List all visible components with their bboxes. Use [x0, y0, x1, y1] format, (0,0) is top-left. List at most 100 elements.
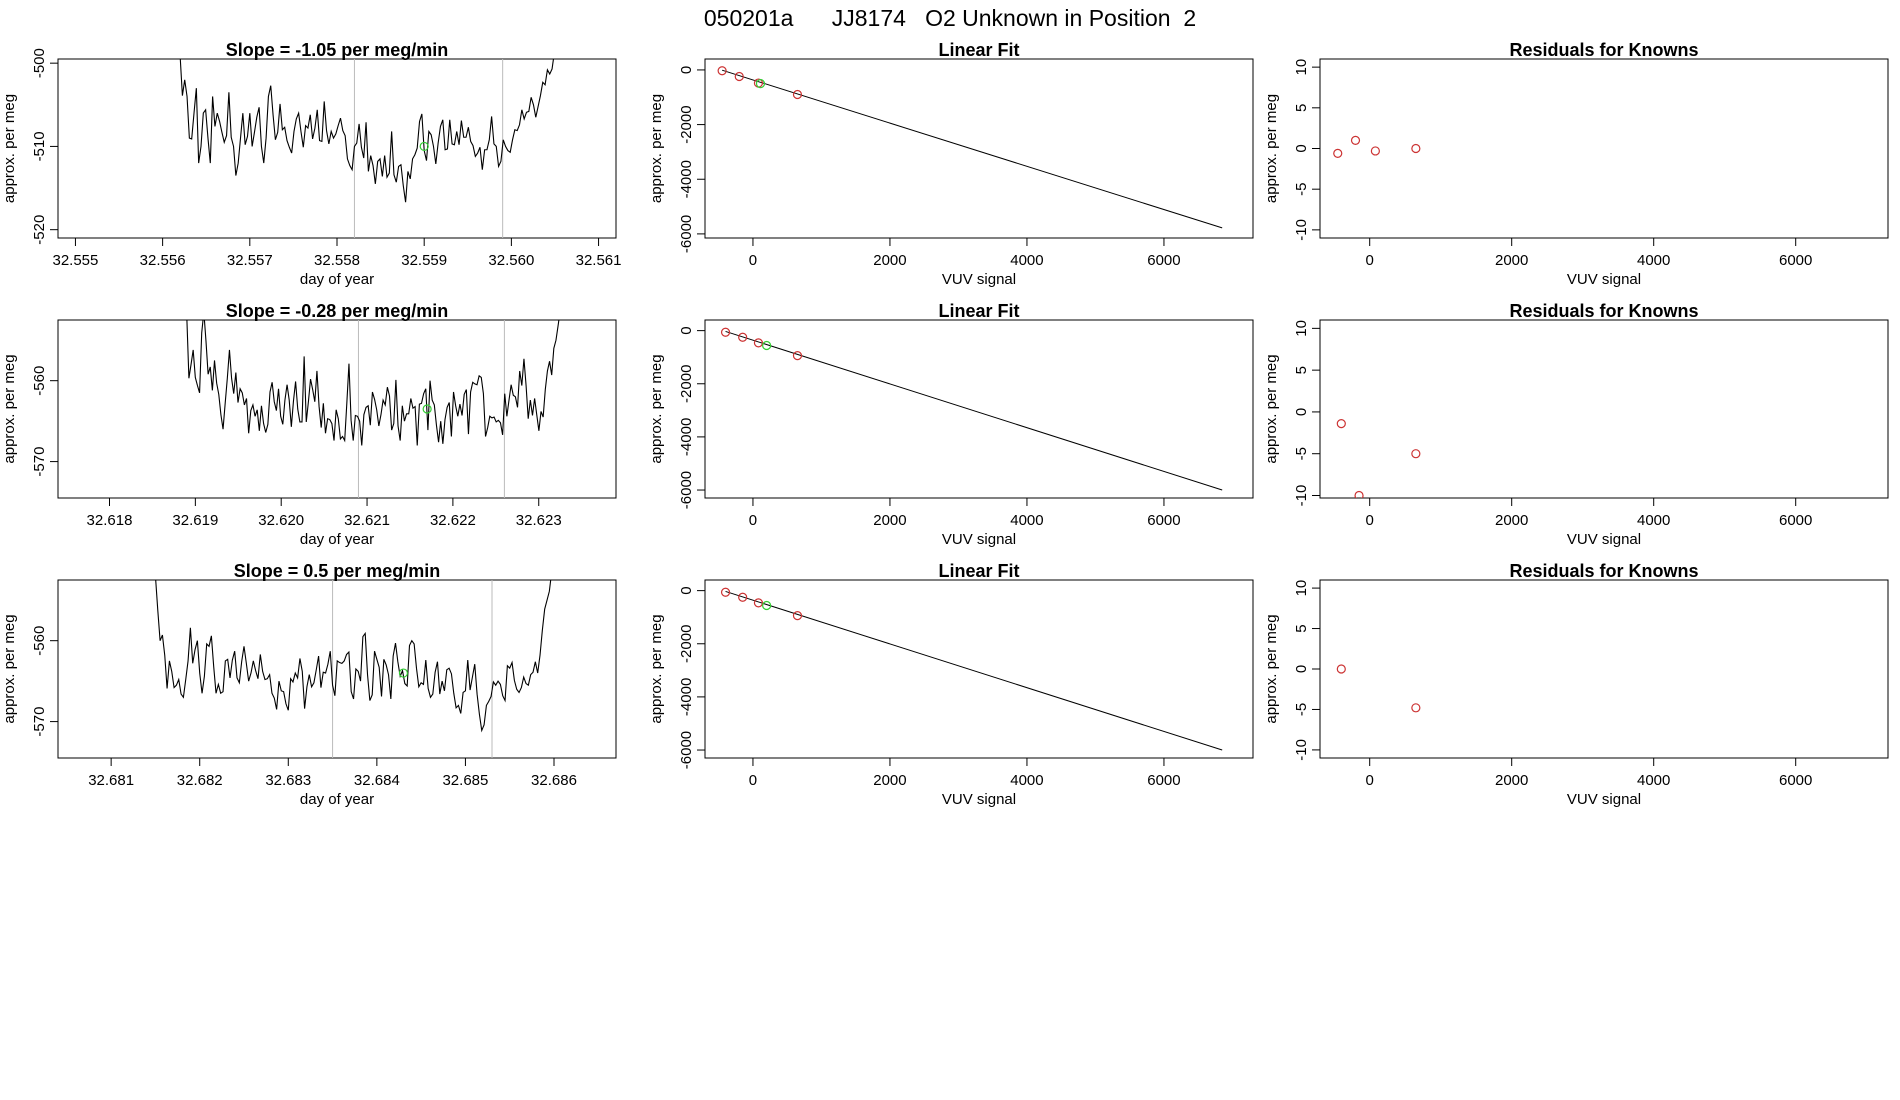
r3-linear-fit-known-point [753, 598, 764, 608]
r3-linear-fit-known-point [738, 592, 748, 602]
r2-linear-fit-ylabel: approx. per meg [648, 354, 665, 463]
r1-linear-fit-plot-area [717, 66, 1223, 229]
r2-timeseries-panel: Slope = -0.28 per meg/min 32.618 32.619 32.… [1, 301, 617, 548]
r2-linear-fit-known-point [738, 332, 748, 342]
r2-linear-fit-unknown-point [762, 340, 772, 351]
r1-residuals-panel: Residuals for Knowns 0 2000 4000 6000 10 5 0 -5 -… [1263, 40, 1889, 288]
r2-residuals-known-point [1336, 419, 1346, 429]
r3-timeseries-xtick-label: 32.686 [531, 772, 577, 789]
r3-residuals-ytick-label: 0 [1293, 665, 1310, 673]
r2-residuals-xtick-label: 2000 [1495, 512, 1528, 529]
r1-residuals-xlabel: VUV signal [1567, 271, 1641, 288]
r1-linear-fit-ytick-label: 0 [678, 66, 695, 74]
r1-timeseries-xtick-label: 32.561 [576, 252, 622, 269]
r3-residuals-known-point [1336, 664, 1346, 674]
r1-timeseries-xtick-label: 32.559 [401, 252, 447, 269]
r3-residuals-xtick-label: 0 [1366, 772, 1374, 789]
r2-linear-fit-xtick-label: 0 [749, 512, 757, 529]
r3-residuals-ytick-label: 10 [1293, 580, 1310, 597]
r2-timeseries-xlabel: day of year [300, 531, 374, 548]
r3-residuals-xtick-label: 6000 [1779, 772, 1812, 789]
r2-linear-fit-xtick-label: 2000 [873, 512, 906, 529]
r1-residuals-known-point [1370, 146, 1380, 156]
r1-timeseries-plot-area [179, 59, 555, 238]
r3-timeseries-plot-area [155, 580, 552, 758]
r1-timeseries-xtick-label: 32.558 [314, 252, 360, 269]
r3-residuals-known-point [1411, 703, 1421, 713]
r3-timeseries-ylabel: approx. per meg [1, 614, 18, 723]
r3-timeseries-xtick-label: 32.684 [354, 772, 400, 789]
r3-residuals-ytick-label: -5 [1293, 703, 1310, 716]
r3-timeseries-xtick-label: 32.683 [265, 772, 311, 789]
r2-linear-fit-ytick-label: -2000 [678, 365, 695, 403]
r2-linear-fit-known-point [792, 351, 803, 361]
r1-residuals-xtick-label: 6000 [1779, 252, 1812, 269]
r1-timeseries-ylabel: approx. per meg [1, 94, 18, 203]
r1-linear-fit-xtick-label: 4000 [1010, 252, 1043, 269]
r1-linear-fit-xlabel: VUV signal [942, 271, 1016, 288]
r1-residuals-ytick-label: 10 [1293, 59, 1310, 76]
r3-timeseries-title: Slope = 0.5 per meg/min [234, 561, 441, 581]
r3-linear-fit-plot-box [704, 579, 1254, 759]
r2-linear-fit-known-point [720, 327, 731, 337]
r1-timeseries-xtick-label: 32.555 [52, 252, 98, 269]
r3-residuals-ytick-label: -10 [1293, 739, 1310, 761]
r3-linear-fit-xlabel: VUV signal [942, 791, 1016, 808]
r2-residuals-panel: Residuals for Knowns 0 2000 4000 6000 10 5 0 -5 -… [1263, 301, 1889, 548]
r3-linear-fit-ylabel: approx. per meg [648, 614, 665, 723]
r2-residuals-known-point [1354, 490, 1364, 498]
r3-residuals-title: Residuals for Knowns [1509, 561, 1698, 581]
r1-timeseries-title: Slope = -1.05 per meg/min [226, 40, 449, 60]
r2-residuals-ytick-label: 10 [1293, 320, 1310, 337]
r2-linear-fit-plot-box [704, 319, 1254, 499]
r3-timeseries-ytick-label: -570 [31, 707, 48, 737]
r1-linear-fit-known-point [792, 89, 803, 100]
r2-residuals-xtick-label: 6000 [1779, 512, 1812, 529]
figure-title: 050201a JJ8174 O2 Unknown in Position 2 [704, 5, 1196, 31]
r2-residuals-plot-area [1336, 419, 1421, 498]
r1-linear-fit-ytick-label: -2000 [678, 105, 695, 143]
r3-timeseries-plot-box [57, 579, 617, 759]
r1-linear-fit-xtick-label: 6000 [1147, 252, 1180, 269]
r3-timeseries-xtick-label: 32.682 [177, 772, 223, 789]
r1-residuals-xtick-label: 2000 [1495, 252, 1528, 269]
r3-timeseries-unknown-point [398, 668, 409, 678]
r2-linear-fit-title: Linear Fit [938, 301, 1019, 321]
r3-linear-fit-fit-line [725, 590, 1223, 751]
r1-residuals-title: Residuals for Knowns [1509, 40, 1698, 60]
r2-timeseries-plot-area [186, 320, 563, 498]
r2-linear-fit-ytick-label: -6000 [678, 471, 695, 509]
r3-linear-fit-title: Linear Fit [938, 561, 1019, 581]
r1-residuals-ytick-label: 5 [1293, 104, 1310, 112]
r2-residuals-title: Residuals for Knowns [1509, 301, 1698, 321]
r2-linear-fit-xlabel: VUV signal [942, 531, 1016, 548]
r1-linear-fit-fit-line [721, 69, 1223, 229]
r1-residuals-plot-box [1319, 58, 1889, 239]
r3-linear-fit-known-point [792, 610, 803, 621]
r1-residuals-ytick-label: -5 [1293, 183, 1310, 196]
r3-linear-fit-ytick-label: 0 [678, 586, 695, 594]
r2-timeseries-ylabel: approx. per meg [1, 354, 18, 463]
r2-residuals-xtick-label: 4000 [1637, 512, 1670, 529]
r1-timeseries-ytick-label: -500 [31, 48, 48, 78]
r1-linear-fit-known-point [734, 71, 744, 82]
r3-linear-fit-xtick-label: 2000 [873, 772, 906, 789]
r3-linear-fit-ytick-label: -6000 [678, 731, 695, 769]
r1-residuals-ytick-label: -10 [1293, 219, 1310, 241]
r3-timeseries-xtick-label: 32.681 [88, 772, 134, 789]
r2-residuals-ytick-label: -5 [1293, 447, 1310, 460]
r3-residuals-panel: Residuals for Knowns 0 2000 4000 6000 10 5 0 -5 -… [1263, 561, 1889, 808]
r1-residuals-plot-area [1333, 135, 1421, 158]
r3-linear-fit-plot-area [720, 587, 1223, 751]
r2-linear-fit-plot-area [720, 327, 1223, 491]
r1-timeseries-panel: Slope = -1.05 per meg/min 32.555 32.556 32.… [1, 40, 622, 288]
r2-timeseries-plot-box [57, 319, 617, 499]
r3-linear-fit-ytick-label: -2000 [678, 625, 695, 663]
r1-linear-fit-ylabel: approx. per meg [648, 94, 665, 203]
r3-timeseries-ytick-label: -560 [31, 626, 48, 656]
r1-linear-fit-xtick-label: 0 [749, 252, 757, 269]
r1-timeseries-ytick-label: -510 [31, 131, 48, 161]
r2-timeseries-series-line [186, 320, 563, 446]
r2-residuals-ytick-label: -10 [1293, 485, 1310, 507]
r1-residuals-ylabel: approx. per meg [1263, 94, 1280, 203]
